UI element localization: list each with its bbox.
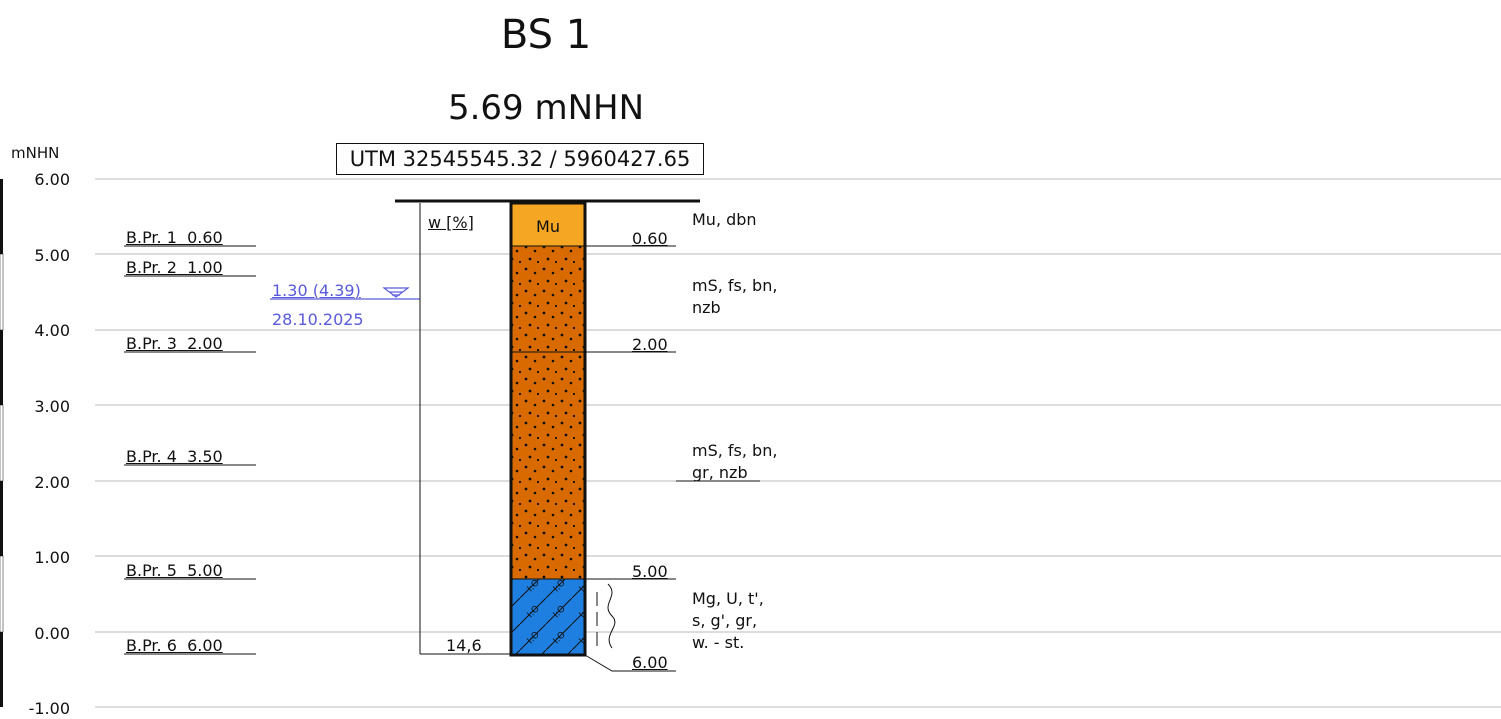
layer-depth-label: 0.60 — [632, 229, 668, 248]
axis-tick-label: 1.00 — [34, 548, 70, 567]
scale-bar — [0, 179, 4, 707]
sample-label: B.Pr. 1 0.60 — [126, 228, 223, 247]
axis-tick-label: 3.00 — [34, 397, 70, 416]
coordinates-box: UTM 32545545.32 / 5960427.65 — [336, 143, 704, 175]
sample-label: B.Pr. 6 6.00 — [126, 636, 223, 655]
elevation-label: 5.69 mNHN — [447, 88, 645, 128]
layer-description: Mu, dbn — [692, 210, 757, 229]
axis-tick-label: 5.00 — [34, 246, 70, 265]
sample-label: B.Pr. 3 2.00 — [126, 334, 223, 353]
layer-code-label: Mu — [536, 217, 560, 236]
moisture-column — [419, 203, 510, 655]
depth-leaders — [584, 245, 760, 672]
layer-mu — [511, 203, 585, 246]
sample-lines — [124, 245, 256, 655]
consistency-symbol — [596, 583, 616, 649]
borehole-title: BS 1 — [500, 12, 592, 58]
water-level-date: 28.10.2025 — [272, 310, 364, 329]
water-level-marker — [270, 287, 420, 300]
borehole-column-outline — [509, 201, 587, 657]
layer-description: mS, fs, bn, gr, nzb — [692, 441, 778, 482]
grid-lines — [95, 178, 1501, 708]
axis-tick-label: 2.00 — [34, 473, 70, 492]
layer-depth-label: 5.00 — [632, 562, 668, 581]
layer-depth-label: 2.00 — [632, 335, 668, 354]
axis-tick-label: 6.00 — [34, 170, 70, 189]
moisture-value: 14,6 — [446, 636, 482, 655]
layer-description: mS, fs, bn, nzb — [692, 276, 778, 317]
axis-tick-label: 0.00 — [34, 624, 70, 643]
axis-tick-label: 4.00 — [34, 321, 70, 340]
axis-unit-label: mNHN — [11, 144, 60, 162]
sample-label: B.Pr. 4 3.50 — [126, 447, 223, 466]
layer-description: Mg, U, t', s, g', gr, w. - st. — [692, 589, 764, 652]
layer-depth-label: 6.00 — [632, 653, 668, 672]
moisture-header: w [%] — [428, 213, 474, 232]
sample-label: B.Pr. 5 5.00 — [126, 561, 223, 580]
axis-tick-label: -1.00 — [28, 699, 70, 718]
water-level-value: 1.30 (4.39) — [272, 281, 361, 300]
sample-label: B.Pr. 2 1.00 — [126, 258, 223, 277]
